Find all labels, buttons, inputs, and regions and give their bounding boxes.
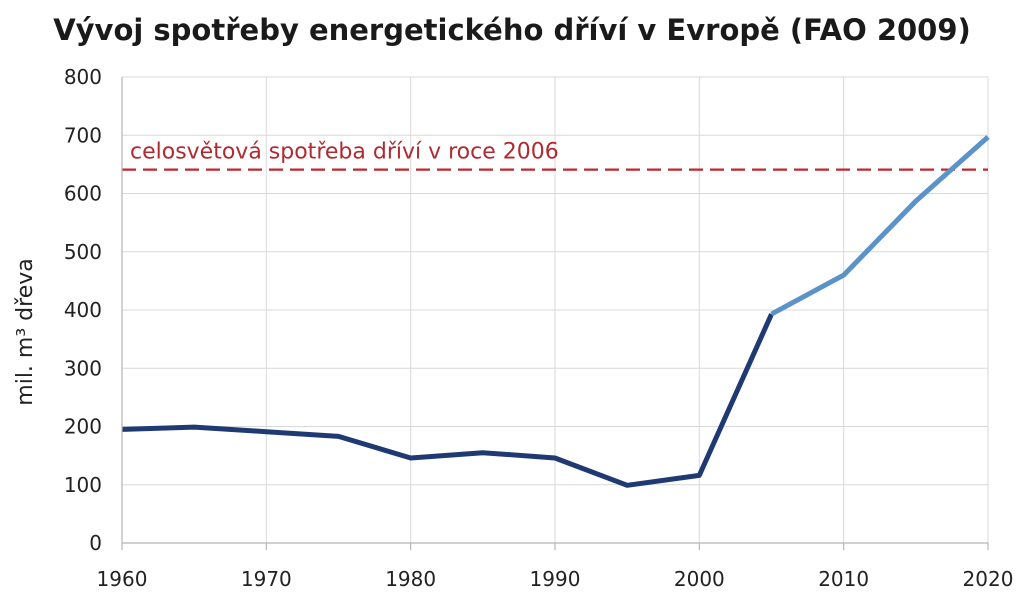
y-tick-label: 300 [64,356,102,380]
grid [122,76,989,543]
axes: 0 100 200 300 400 500 600 700 800 1960 1970 1980 199… [64,65,1014,591]
y-tick-label: 500 [64,240,102,264]
series-line-1 [121,313,774,488]
series-line-2 [770,135,990,317]
y-axis-label: mil. m³ dřeva [13,258,38,405]
y-tick-label: 400 [64,298,102,322]
y-tick-label: 100 [64,473,102,497]
y-tick-label: 800 [64,65,102,89]
x-tick-label: 2010 [818,567,869,591]
y-tick-label: 200 [64,415,102,439]
y-tick-label: 0 [89,531,102,555]
y-tick-label: 700 [64,123,102,147]
x-tick-label: 1960 [97,567,148,591]
x-tick-label: 2000 [674,567,725,591]
y-tick-label: 600 [64,182,102,206]
reference-line-group: celosvětová spotřeba dříví v roce 2006 [122,140,988,171]
x-tick-label: 1990 [530,567,581,591]
x-tick-label: 1980 [385,567,436,591]
x-tick-label: 2020 [963,567,1014,591]
x-tick-label: 1970 [241,567,292,591]
series-group [121,135,990,488]
chart-title: Vývoj spotřeby energetického dříví v Evr… [53,13,971,47]
reference-line-label: celosvětová spotřeba dříví v roce 2006 [130,140,559,165]
